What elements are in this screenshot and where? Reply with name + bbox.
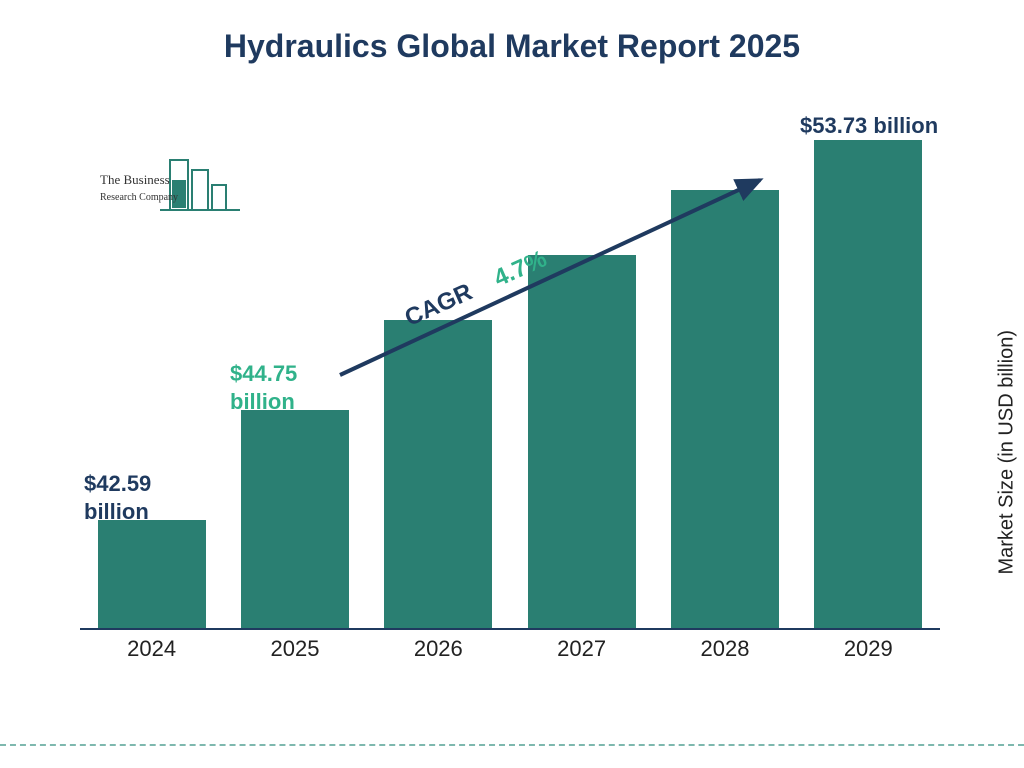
bar-value-label: $53.73 billion xyxy=(800,112,938,140)
bar-slot xyxy=(87,520,217,630)
bar xyxy=(528,255,636,630)
bar-value-label: $42.59billion xyxy=(84,470,151,525)
bar-slot xyxy=(517,255,647,630)
x-axis-tick-label: 2027 xyxy=(517,630,647,662)
bar xyxy=(384,320,492,630)
x-axis-tick-label: 2024 xyxy=(87,630,217,662)
bars-container xyxy=(80,130,940,630)
chart-title: Hydraulics Global Market Report 2025 xyxy=(0,28,1024,65)
bar xyxy=(241,410,349,630)
y-axis-label: Market Size (in USD billion) xyxy=(996,330,1019,575)
bar xyxy=(814,140,922,630)
bar-value-label: $44.75billion xyxy=(230,360,297,415)
x-axis-tick-label: 2028 xyxy=(660,630,790,662)
x-axis-tick-label: 2029 xyxy=(803,630,933,662)
x-axis-tick-label: 2025 xyxy=(230,630,360,662)
bar-slot xyxy=(660,190,790,630)
x-axis-labels: 2024 2025 2026 2027 2028 2029 xyxy=(80,630,940,670)
bar-chart: 2024 2025 2026 2027 2028 2029 xyxy=(80,130,940,670)
bar-slot xyxy=(373,320,503,630)
bar-slot xyxy=(803,140,933,630)
bottom-divider xyxy=(0,744,1024,746)
bar xyxy=(671,190,779,630)
bar-slot xyxy=(230,410,360,630)
x-axis-tick-label: 2026 xyxy=(373,630,503,662)
bar xyxy=(98,520,206,630)
